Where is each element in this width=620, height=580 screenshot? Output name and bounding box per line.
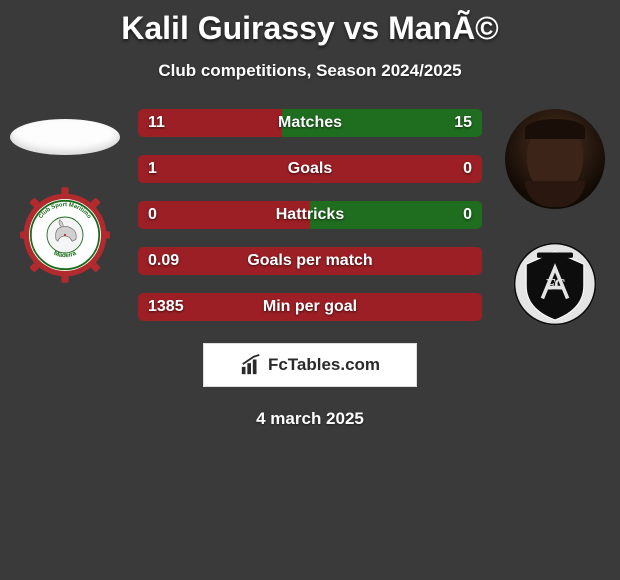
player-avatar-placeholder — [10, 119, 120, 155]
stat-label: Goals per match — [138, 252, 482, 270]
left-club-badge: Club Sport Maritimo Madeira — [20, 185, 110, 285]
page-subtitle: Club competitions, Season 2024/2025 — [0, 61, 620, 81]
player-avatar-photo — [505, 109, 605, 209]
stat-row: 10Goals — [138, 155, 482, 183]
left-player-column: Club Sport Maritimo Madeira — [0, 109, 130, 285]
stat-row: 0.09Goals per match — [138, 247, 482, 275]
brand-box: FcTables.com — [203, 343, 417, 387]
academico-viseu-badge-icon: FC — [510, 239, 600, 329]
date-text: 4 march 2025 — [0, 409, 620, 429]
stat-row: 1115Matches — [138, 109, 482, 137]
page-title: Kalil Guirassy vs ManÃ© — [0, 0, 620, 47]
stat-label: Matches — [138, 114, 482, 132]
bar-chart-icon — [240, 354, 262, 376]
stat-label: Min per goal — [138, 298, 482, 316]
right-club-badge: FC — [510, 239, 600, 329]
stat-bars: 1115Matches 10Goals 00Hattricks 0.09Goals p… — [138, 109, 482, 321]
stat-row: 1385Min per goal — [138, 293, 482, 321]
stat-label: Goals — [138, 160, 482, 178]
comparison-content: Club Sport Maritimo Madeira — [0, 109, 620, 429]
stat-label: Hattricks — [138, 206, 482, 224]
right-player-column: FC — [490, 109, 620, 329]
stat-row: 00Hattricks — [138, 201, 482, 229]
maritimo-badge-icon: Club Sport Maritimo Madeira — [20, 185, 110, 285]
brand-text: FcTables.com — [268, 355, 380, 375]
